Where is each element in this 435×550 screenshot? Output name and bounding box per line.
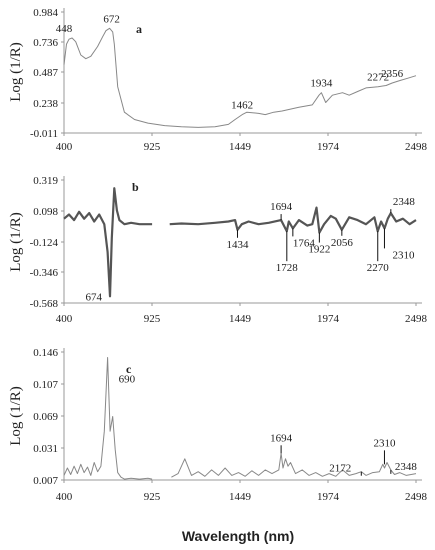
panel-label: b xyxy=(132,180,139,194)
panel-c: 0.146 0.107 0.069 0.031 0.007 400 925 1449 1974 2… xyxy=(8,347,428,503)
x-tick-label: 400 xyxy=(56,141,73,153)
panel-b: 0.319 0.098 -0.124 -0.346 -0.568 400 925 1449 19… xyxy=(8,175,428,325)
x-tick-label: 1449 xyxy=(229,141,252,153)
peak-annotation: 2310 xyxy=(392,249,415,261)
y-tick-label: 0.238 xyxy=(33,98,58,110)
y-tick-label: 0.007 xyxy=(33,475,58,487)
y-axis-label: Log (1/R) xyxy=(8,212,24,272)
x-tick-label: 1974 xyxy=(317,141,340,153)
y-tick-label: -0.011 xyxy=(30,128,58,140)
peak-annotation: 1462 xyxy=(231,100,253,112)
peak-annotation: 2348 xyxy=(393,196,416,208)
y-tick-label: -0.346 xyxy=(30,267,59,279)
peak-annotation: 1934 xyxy=(310,78,333,90)
peak-annotation: 2272 xyxy=(367,72,389,84)
y-tick-label: 0.031 xyxy=(33,443,58,455)
x-tick-label: 925 xyxy=(144,491,161,503)
peak-annotation: 1694 xyxy=(270,432,293,444)
y-tick-label: 0.487 xyxy=(33,67,58,79)
series-line xyxy=(63,357,153,480)
peak-annotation: 1694 xyxy=(270,201,293,213)
peak-annotation: 674 xyxy=(85,291,102,303)
y-tick-label: 0.736 xyxy=(33,37,58,49)
x-tick-label: 925 xyxy=(144,141,161,153)
peak-annotation: 1922 xyxy=(308,244,330,256)
peak-annotation: 1764 xyxy=(293,237,316,249)
peak-annotation: 1728 xyxy=(276,262,299,274)
peak-annotation: 2348 xyxy=(395,461,418,473)
y-axis-label: Log (1/R) xyxy=(8,386,24,446)
peak-annotation: 2270 xyxy=(367,262,390,274)
x-tick-label: 1449 xyxy=(229,491,252,503)
y-tick-label: 0.107 xyxy=(33,379,58,391)
y-tick-label: -0.124 xyxy=(30,237,59,249)
x-tick-label: 400 xyxy=(56,313,73,325)
y-tick-label: 0.098 xyxy=(33,206,58,218)
peak-annotation: 448 xyxy=(56,23,73,35)
y-tick-label: 0.319 xyxy=(33,175,58,187)
panel-label: a xyxy=(136,22,142,36)
x-tick-label: 2498 xyxy=(405,491,428,503)
peak-annotation: 2356 xyxy=(381,68,404,80)
series-line xyxy=(171,452,417,478)
peak-annotation: 690 xyxy=(119,373,136,385)
panel-label: c xyxy=(126,362,132,376)
peak-annotation: 2172 xyxy=(329,463,351,475)
peak-annotation: 672 xyxy=(103,13,120,25)
y-tick-label: 0.146 xyxy=(33,347,58,359)
x-tick-label: 2498 xyxy=(405,313,428,325)
x-axis-title: Wavelength (nm) xyxy=(182,528,294,544)
y-tick-label: 0.069 xyxy=(33,411,58,423)
peak-annotation: 2056 xyxy=(331,237,354,249)
x-tick-label: 1974 xyxy=(317,491,340,503)
series-line xyxy=(63,187,153,298)
x-tick-label: 400 xyxy=(56,491,73,503)
x-tick-label: 1449 xyxy=(229,313,252,325)
peak-annotation: 2310 xyxy=(373,437,396,449)
y-axis-label: Log (1/R) xyxy=(8,42,24,102)
series-line xyxy=(63,27,417,128)
x-tick-label: 2498 xyxy=(405,141,428,153)
peak-annotation: 1434 xyxy=(226,239,249,251)
y-tick-label: 0.984 xyxy=(33,7,58,19)
x-tick-label: 1974 xyxy=(317,313,340,325)
x-tick-label: 925 xyxy=(144,313,161,325)
y-tick-label: -0.568 xyxy=(30,298,59,310)
